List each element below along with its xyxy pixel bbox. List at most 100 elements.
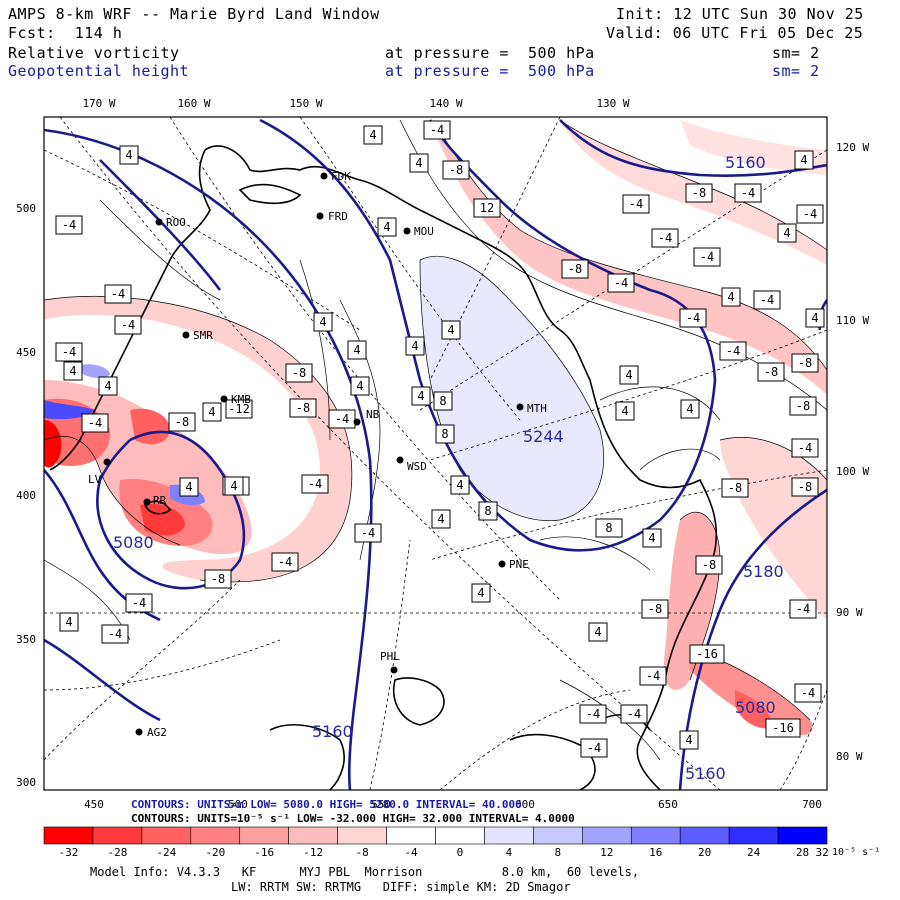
vort-label-box: -16: [689, 644, 725, 664]
svg-text:4: 4: [477, 586, 484, 600]
station-marker: LV: [88, 458, 111, 486]
vort-label-box: -4: [693, 247, 721, 267]
right-lon-label: 110 W: [836, 314, 869, 327]
svg-text:-4: -4: [586, 707, 600, 721]
vort-label-box: 8: [435, 424, 455, 444]
vort-label-box: 4: [679, 730, 699, 750]
vort-label-box: 4: [411, 386, 431, 406]
svg-text:-8: -8: [796, 399, 810, 413]
vort-label-box: 4: [202, 402, 222, 422]
vort-label-box: 4: [794, 150, 814, 170]
svg-text:-4: -4: [801, 686, 815, 700]
svg-text:-4: -4: [111, 287, 125, 301]
vort-label-box: -8: [791, 477, 819, 497]
vort-label-box: -8: [289, 398, 317, 418]
vort-label-box: 4: [98, 376, 118, 396]
vort-label-box: -4: [580, 738, 608, 758]
right-lon-label: 90 W: [836, 606, 863, 619]
vorticity-contour-labels: 4 -4 4 -4 -8 12 4 4 -8 -4 -4 -4 -8 -4 -4…: [55, 120, 825, 758]
vort-label-box: 4: [377, 217, 397, 237]
vort-label-box: 4: [347, 340, 367, 360]
colorbar-tick-label: -32: [58, 846, 79, 859]
init-time: Init: 12 UTC Sun 30 Nov 25: [616, 5, 864, 23]
svg-text:4: 4: [800, 153, 807, 167]
svg-text:-4: -4: [798, 441, 812, 455]
vort-label-box: -8: [285, 363, 313, 383]
vort-label-box: -4: [679, 308, 707, 328]
vort-label-box: 4: [179, 477, 199, 497]
colorbar-segment: [582, 826, 632, 845]
colorbar-segment: [679, 826, 730, 845]
svg-text:4: 4: [411, 339, 418, 353]
vort-label-box: 4: [363, 125, 383, 145]
vort-label-box: -4: [301, 474, 329, 494]
vort-label-box: 4: [119, 145, 139, 165]
svg-text:4: 4: [383, 220, 390, 234]
svg-text:-8: -8: [764, 365, 778, 379]
svg-text:4: 4: [685, 733, 692, 747]
vorticity-shading: [44, 120, 827, 736]
svg-text:PNE: PNE: [509, 558, 529, 571]
svg-text:4: 4: [319, 315, 326, 329]
vort-label-box: -4: [354, 523, 382, 543]
vort-label-box: -4: [104, 284, 132, 304]
right-lon-label: 100 W: [836, 465, 869, 478]
svg-text:4: 4: [125, 148, 132, 162]
svg-text:4: 4: [208, 405, 215, 419]
vort-label-box: 8: [433, 391, 453, 411]
field1-smoothing: sm= 2: [772, 44, 820, 62]
forecast-hour: Fcst: 114 h: [8, 24, 123, 42]
y-tick-label: 400: [16, 489, 36, 502]
colorbar-tick-label: -20: [205, 846, 226, 859]
top-lon-label: 150 W: [289, 97, 322, 110]
svg-text:4: 4: [437, 512, 444, 526]
height-label: 5160: [312, 722, 353, 741]
vort-label-box: 12: [473, 198, 501, 218]
colorbar-tick-label: -12: [303, 846, 324, 859]
svg-text:4: 4: [356, 379, 363, 393]
svg-text:4: 4: [686, 402, 693, 416]
vort-label-box: -4: [607, 273, 635, 293]
vort-label-box: 4: [450, 475, 470, 495]
station-marker: FDK: [320, 170, 351, 183]
vort-label-box: -8: [695, 555, 723, 575]
colorbar-units: 10⁻⁵ s⁻¹: [832, 847, 880, 858]
colorbar-segment: [533, 826, 583, 845]
svg-text:-4: -4: [121, 318, 135, 332]
footer-model-info: Model Info: V4.3.3 KF MYJ PBL Morrison 8…: [90, 865, 640, 879]
vort-label-box: -4: [719, 341, 747, 361]
field2-level: at pressure = 500 hPa: [385, 62, 595, 80]
height-label: 5244: [523, 427, 564, 446]
svg-text:-4: -4: [741, 186, 755, 200]
x-tick-label: 550: [371, 798, 391, 811]
colorbar-tick-label: 28: [795, 846, 810, 859]
svg-text:-8: -8: [648, 602, 662, 616]
svg-text:4: 4: [415, 156, 422, 170]
vort-label-box: 4: [224, 476, 244, 496]
svg-text:-4: -4: [108, 627, 122, 641]
field2-smoothing: sm= 2: [772, 62, 820, 80]
vort-label-box: 4: [777, 223, 797, 243]
vort-label-box: -4: [55, 342, 83, 362]
x-tick-label: 450: [84, 798, 104, 811]
svg-text:-16: -16: [696, 647, 718, 661]
svg-text:FDK: FDK: [331, 170, 351, 183]
station-marker: FRD: [316, 210, 348, 223]
vort-label-box: -8: [685, 183, 713, 203]
stations: FDK FRD MOU ROO SMR KMB NB WSD MTH PNE L…: [88, 170, 547, 739]
vort-label-box: -16: [765, 718, 801, 738]
svg-text:LV: LV: [88, 473, 102, 486]
svg-text:NB: NB: [366, 408, 380, 421]
vort-label-box: -4: [423, 120, 451, 140]
vort-label-box: 4: [405, 336, 425, 356]
vort-label-box: 8: [595, 518, 623, 538]
right-lon-label: 80 W: [836, 750, 863, 763]
vort-label-box: -4: [125, 593, 153, 613]
svg-text:-4: -4: [627, 707, 641, 721]
height-label: 5180: [743, 562, 784, 581]
svg-text:-8: -8: [568, 262, 582, 276]
vort-label-box: 8: [478, 501, 498, 521]
svg-text:-8: -8: [692, 186, 706, 200]
svg-text:-8: -8: [798, 356, 812, 370]
